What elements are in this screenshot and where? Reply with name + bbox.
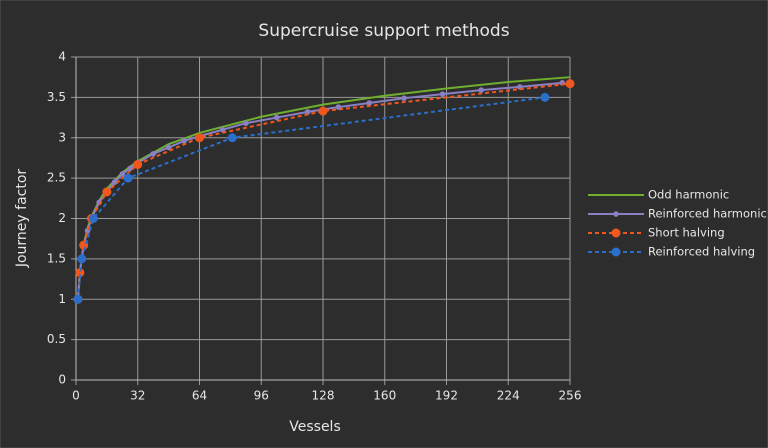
y-tick-label: 0.5 [47, 332, 66, 346]
marker [540, 92, 550, 102]
chart-title: Supercruise support methods [258, 21, 509, 41]
legend-label: Reinforced harmonic [648, 207, 767, 221]
marker [366, 100, 373, 106]
marker [123, 173, 133, 183]
x-tick-label: 128 [312, 389, 335, 403]
x-tick-label: 64 [192, 389, 207, 403]
marker [565, 79, 575, 89]
y-tick-label: 2 [58, 211, 66, 225]
marker [73, 294, 83, 304]
x-tick-label: 0 [72, 389, 80, 403]
marker [127, 165, 133, 172]
marker [165, 144, 172, 151]
legend-marker [611, 228, 621, 238]
legend-marker [611, 247, 621, 257]
marker [88, 214, 98, 223]
legend-label: Short halving [648, 226, 725, 240]
marker [133, 159, 143, 169]
marker [439, 91, 446, 97]
marker [195, 133, 204, 143]
y-axis-label: Journey factor [14, 169, 30, 269]
y-tick-label: 1 [58, 292, 66, 306]
legend-label: Reinforced halving [648, 245, 755, 259]
marker [111, 179, 118, 185]
marker [273, 114, 280, 121]
y-tick-label: 3.5 [47, 90, 66, 104]
legend-label: Odd harmonic [648, 188, 729, 202]
x-tick-label: 224 [497, 389, 520, 403]
marker [181, 138, 187, 144]
marker [318, 106, 328, 116]
y-tick-label: 3 [58, 130, 66, 144]
marker [227, 133, 237, 143]
y-tick-label: 2.5 [47, 171, 66, 185]
marker [243, 120, 249, 127]
marker [119, 171, 126, 177]
marker [401, 95, 407, 101]
y-tick-label: 1.5 [47, 251, 66, 265]
legend-marker [613, 211, 619, 217]
x-axis-label: Vessels [289, 419, 341, 435]
x-tick-label: 256 [559, 389, 582, 403]
marker [77, 254, 87, 264]
x-tick-label: 160 [373, 389, 396, 403]
marker [219, 126, 226, 133]
marker [150, 151, 156, 157]
marker [75, 268, 85, 278]
y-tick-label: 0 [58, 373, 66, 387]
x-tick-label: 96 [254, 389, 269, 403]
marker [304, 109, 311, 115]
y-tick-label: 4 [58, 50, 66, 64]
marker [102, 187, 112, 197]
x-tick-label: 192 [435, 389, 458, 403]
marker [478, 87, 485, 93]
x-tick-label: 32 [130, 389, 145, 403]
